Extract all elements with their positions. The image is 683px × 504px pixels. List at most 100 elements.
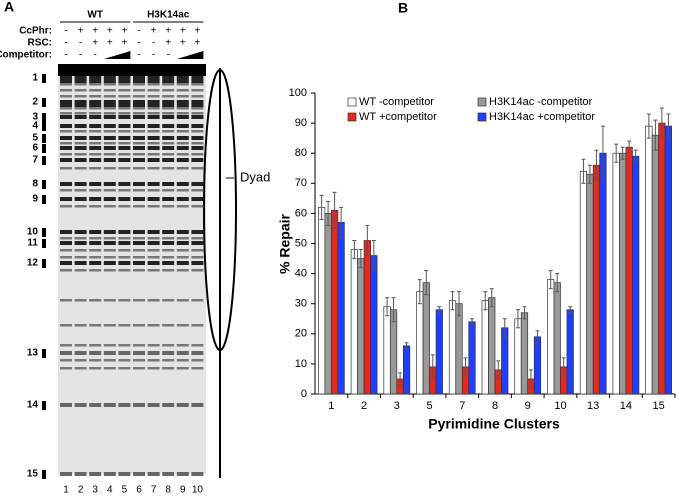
x-tick-label: 2	[361, 400, 367, 412]
gel-band	[74, 95, 87, 98]
gel-band	[162, 76, 175, 84]
lane-number: 9	[180, 485, 186, 496]
gel-band	[60, 299, 72, 302]
gel-band	[147, 124, 160, 128]
lane-sign: -	[79, 38, 82, 49]
gel-band	[74, 153, 87, 156]
lane-number: 1	[63, 485, 69, 496]
gel-band	[74, 76, 87, 84]
error-bar	[522, 306, 527, 320]
gel-band	[176, 256, 189, 259]
gel-band	[191, 146, 204, 150]
band-label: 15	[27, 469, 39, 480]
gel-band	[118, 153, 131, 156]
gel-band	[191, 344, 204, 347]
gel-band	[74, 403, 87, 407]
gel-band	[89, 115, 102, 119]
lane-sign: -	[64, 50, 67, 61]
gel-band	[176, 83, 189, 86]
gel-band	[74, 367, 87, 370]
gel-band	[60, 100, 72, 108]
gel-band	[133, 95, 145, 98]
gel-band	[162, 146, 175, 150]
gel-band	[162, 269, 175, 272]
competitor-wedge	[176, 51, 204, 59]
gel-band	[176, 153, 189, 156]
gel-band	[118, 136, 131, 140]
gel-band	[118, 124, 131, 128]
gel-band	[176, 241, 189, 245]
gel-band	[147, 359, 160, 362]
lane-number: 3	[92, 485, 98, 496]
gel-band	[191, 136, 204, 140]
band-label: 4	[32, 121, 38, 132]
bar	[318, 207, 326, 395]
gel-band	[176, 76, 189, 84]
error-bar	[339, 206, 344, 238]
gel-band	[133, 269, 145, 272]
gel-band	[133, 167, 145, 170]
error-bar	[450, 291, 455, 311]
legend-swatch	[347, 112, 357, 122]
y-tick-label: 100	[289, 87, 307, 99]
gel-band	[89, 205, 102, 208]
gel-band	[118, 158, 131, 162]
gel-band	[60, 230, 72, 234]
gel-band	[103, 249, 116, 252]
gel-band	[162, 472, 175, 476]
gel-band	[103, 472, 116, 476]
bar	[625, 146, 633, 395]
bar	[416, 291, 424, 395]
gel-band	[89, 136, 102, 140]
error-bar	[627, 140, 632, 154]
row-label: RSC:	[28, 38, 52, 49]
gel-band	[60, 359, 72, 362]
gel-band	[147, 182, 160, 186]
gel-band	[176, 299, 189, 302]
band-label: 2	[32, 97, 38, 108]
lane-number: 10	[192, 485, 204, 496]
gel-band	[74, 205, 87, 208]
gel-band	[147, 261, 160, 265]
error-bar	[391, 297, 396, 323]
gel-band	[176, 182, 189, 186]
error-bar	[535, 330, 540, 344]
band-marker	[42, 259, 46, 268]
gel-band	[147, 205, 160, 208]
gel-band	[60, 95, 72, 98]
lane-sign: +	[121, 38, 127, 49]
gel-band	[176, 167, 189, 170]
gel-band	[162, 205, 175, 208]
gel-band	[60, 249, 72, 252]
legend-label: H3K14ac +competitor	[489, 111, 595, 123]
gel-band	[133, 230, 145, 234]
panel-label: A	[4, 0, 14, 15]
band-marker	[42, 239, 46, 248]
gel-band	[133, 107, 145, 110]
lane-sign: -	[152, 38, 155, 49]
gel-band	[74, 472, 87, 476]
gel-band	[74, 261, 87, 265]
gel-band	[118, 115, 131, 119]
band-marker	[42, 470, 46, 479]
gel-band	[60, 367, 72, 370]
gel-band	[176, 249, 189, 252]
gel-band	[60, 197, 72, 201]
gel-band	[89, 261, 102, 265]
gel-band	[60, 241, 72, 245]
gel-band	[103, 189, 116, 192]
gel-band	[60, 153, 72, 156]
band-marker	[42, 74, 46, 83]
gel-band	[162, 124, 175, 128]
gel-band	[147, 146, 160, 150]
gel-band	[74, 230, 87, 234]
gel-band	[118, 299, 131, 302]
lane-sign: -	[64, 26, 67, 37]
gel-band	[162, 230, 175, 234]
gel-band	[74, 237, 87, 240]
gel-band	[191, 76, 204, 84]
gel-band	[118, 269, 131, 272]
gel-band	[191, 197, 204, 201]
gel-band	[103, 324, 116, 327]
gel-band	[147, 249, 160, 252]
